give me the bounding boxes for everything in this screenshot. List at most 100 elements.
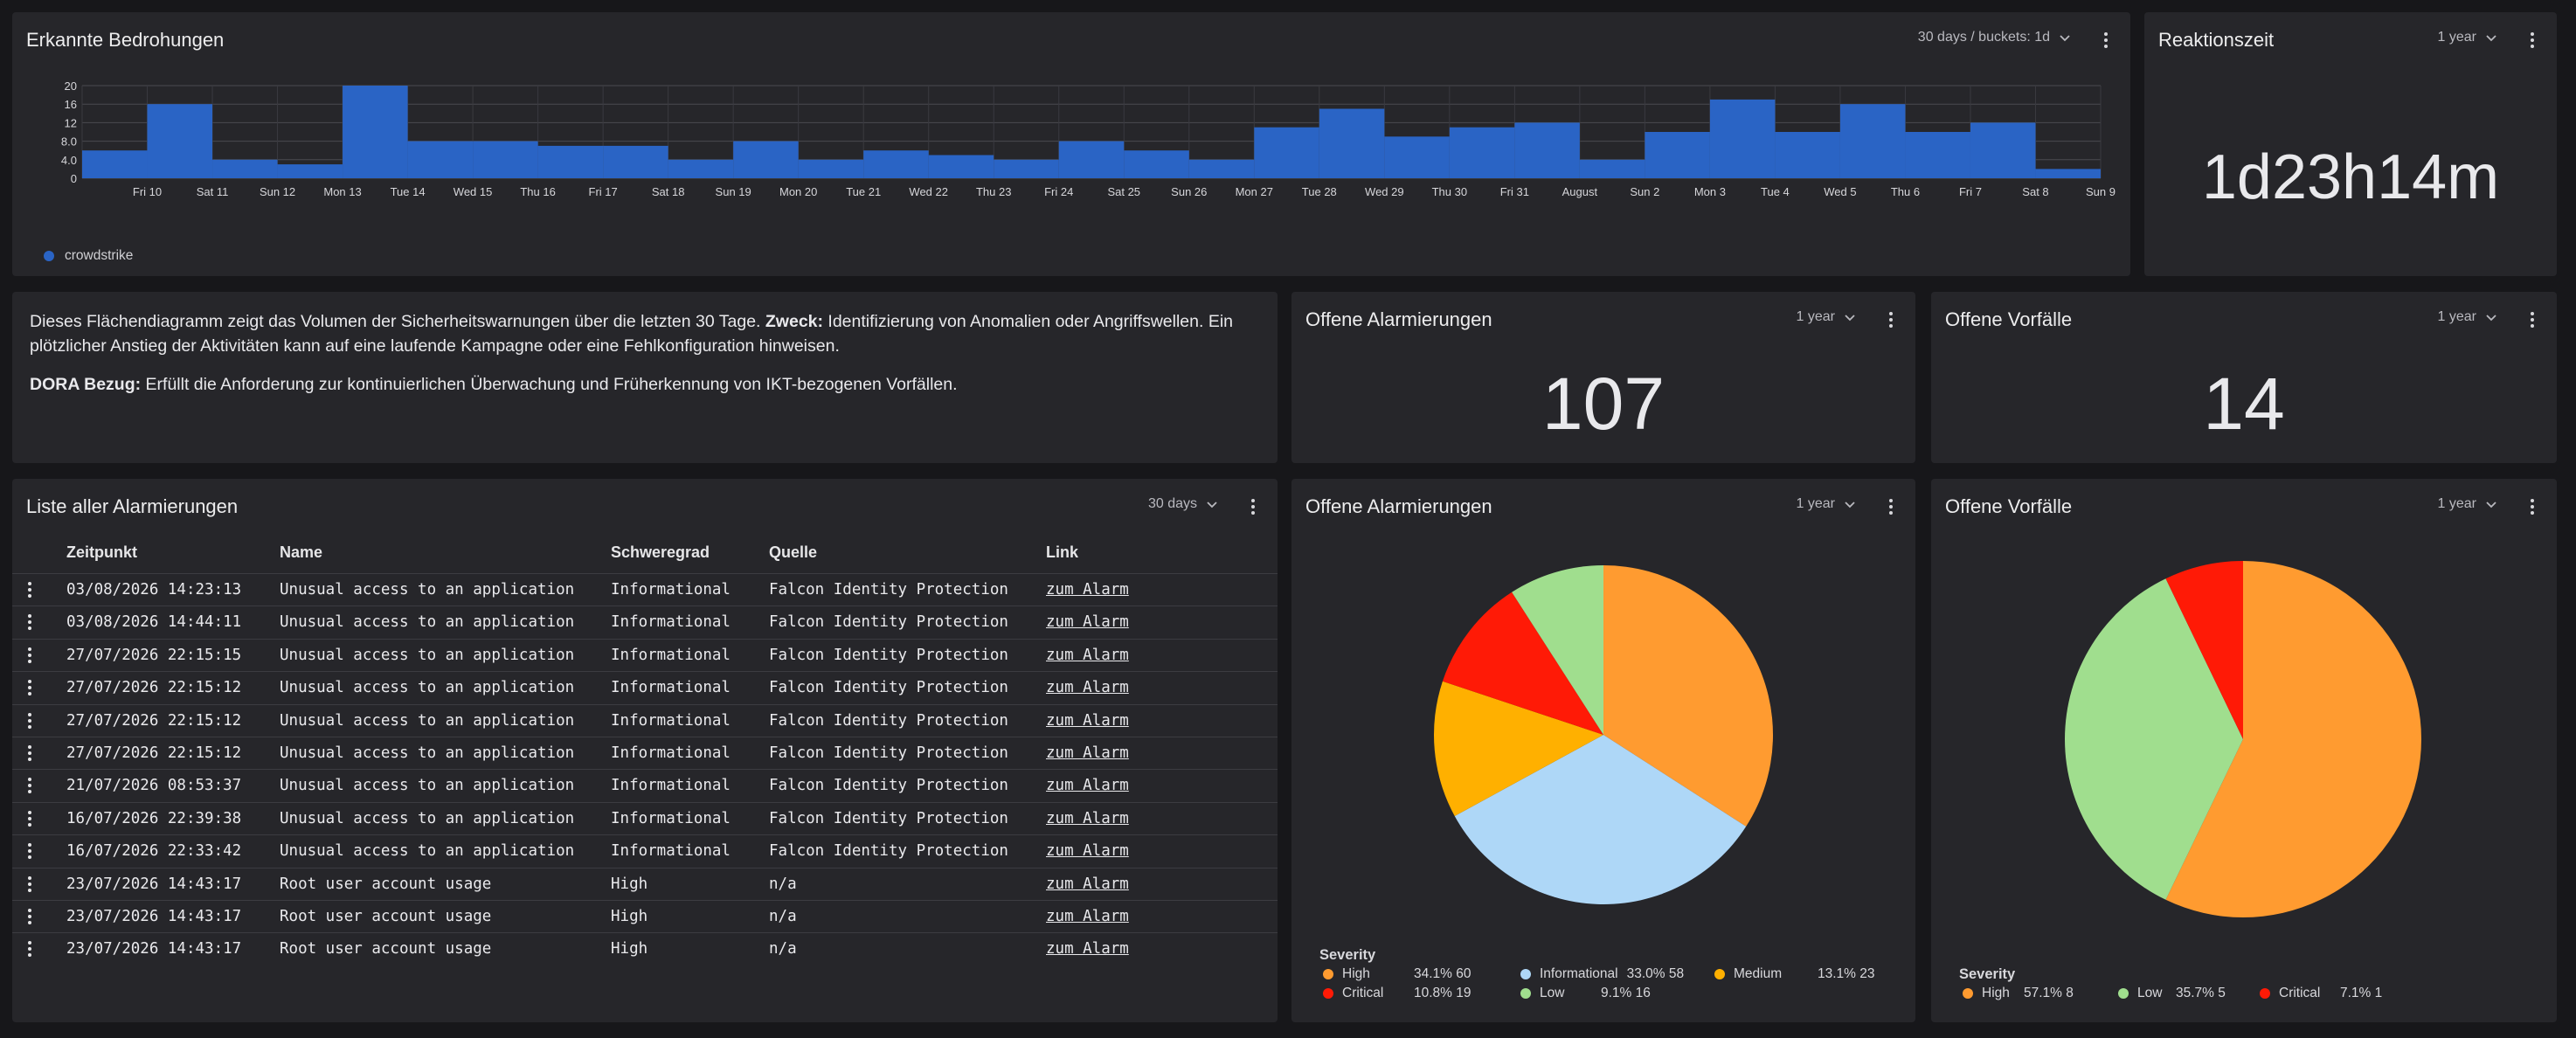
cell-link[interactable]: zum Alarm	[1046, 679, 1129, 697]
open-alerts-count-range-dropdown[interactable]: 1 year	[1797, 309, 1856, 325]
reaction-range-dropdown[interactable]: 1 year	[2438, 30, 2497, 45]
cell-link[interactable]: zum Alarm	[1046, 646, 1129, 664]
cell-link[interactable]: zum Alarm	[1046, 613, 1129, 632]
column-header[interactable]: Zeitpunkt	[66, 543, 137, 561]
open-incidents-count-range-dropdown[interactable]: 1 year	[2438, 309, 2497, 325]
row-menu-icon[interactable]	[24, 613, 35, 631]
open-alerts-count-panel: Offene Alarmierungen 1 year 107	[1291, 292, 1915, 463]
cell-timestamp: 27/07/2026 22:15:12	[66, 711, 242, 730]
bar	[1384, 136, 1450, 178]
x-tick-label: Sat 18	[652, 185, 685, 198]
column-header[interactable]: Quelle	[769, 543, 818, 561]
cell-link[interactable]: zum Alarm	[1046, 711, 1129, 730]
cell-link[interactable]: zum Alarm	[1046, 842, 1129, 861]
threats-menu-button[interactable]	[2095, 28, 2116, 52]
incidents-pie-range-dropdown[interactable]: 1 year	[2438, 496, 2497, 512]
bar	[733, 141, 799, 178]
x-tick-label: Sat 8	[2022, 185, 2048, 198]
cell-link[interactable]: zum Alarm	[1046, 777, 1129, 795]
cell-link[interactable]: zum Alarm	[1046, 940, 1129, 958]
bar	[2035, 169, 2101, 178]
cell-link[interactable]: zum Alarm	[1046, 744, 1129, 762]
bar	[473, 141, 538, 178]
legend-item[interactable]: Critical 7.1% 1	[2260, 986, 2382, 1001]
cell-source: Falcon Identity Protection	[769, 646, 1008, 664]
cell-source: Falcon Identity Protection	[769, 711, 1008, 730]
cell-link[interactable]: zum Alarm	[1046, 809, 1129, 827]
table-row[interactable]: 27/07/2026 22:15:12 Unusual access to an …	[12, 671, 1278, 703]
legend-item[interactable]: Informational 33.0% 58	[1520, 966, 1684, 982]
cell-source: Falcon Identity Protection	[769, 679, 1008, 697]
bar	[1449, 127, 1515, 178]
x-tick-label: Wed 5	[1824, 185, 1856, 198]
row-menu-icon[interactable]	[24, 875, 35, 893]
kebab-icon	[1889, 499, 1893, 515]
row-menu-icon[interactable]	[24, 679, 35, 696]
legend-item[interactable]: High 34.1% 60	[1323, 966, 1472, 982]
table-row[interactable]: 27/07/2026 22:15:12 Unusual access to an …	[12, 737, 1278, 769]
table-row[interactable]: 23/07/2026 14:43:17 Root user account usa…	[12, 867, 1278, 900]
table-row[interactable]: 27/07/2026 22:15:12 Unusual access to an …	[12, 703, 1278, 737]
chevron-down-icon	[2486, 502, 2496, 509]
alarm-list-range-dropdown[interactable]: 30 days	[1148, 496, 1218, 512]
legend-item[interactable]: High 57.1% 8	[1963, 986, 2074, 1001]
legend-item[interactable]: Medium 13.1% 23	[1714, 966, 1875, 982]
cell-timestamp: 21/07/2026 08:53:37	[66, 777, 242, 795]
cell-link[interactable]: zum Alarm	[1046, 875, 1129, 893]
legend-label: Critical	[2279, 986, 2321, 1000]
alerts-pie-menu-button[interactable]	[1880, 495, 1901, 519]
open-alerts-count-title: Offene Alarmierungen	[1305, 308, 1492, 330]
legend-dot-icon	[1963, 988, 1973, 999]
table-row[interactable]: 27/07/2026 22:15:15 Unusual access to an …	[12, 638, 1278, 671]
cell-timestamp: 23/07/2026 14:43:17	[66, 875, 242, 893]
legend-value: 34.1% 60	[1414, 966, 1472, 981]
table-row[interactable]: 16/07/2026 22:33:42 Unusual access to an …	[12, 834, 1278, 867]
table-row[interactable]: 03/08/2026 14:44:11 Unusual access to an …	[12, 606, 1278, 638]
legend-label: Informational	[1540, 966, 1618, 981]
legend-value: 33.0% 58	[1626, 966, 1685, 981]
row-menu-icon[interactable]	[24, 842, 35, 860]
row-menu-icon[interactable]	[24, 810, 35, 827]
pie-slice	[1603, 565, 1773, 827]
column-header[interactable]: Schweregrad	[611, 543, 710, 561]
row-menu-icon[interactable]	[24, 712, 35, 730]
row-menu-icon[interactable]	[24, 908, 35, 925]
table-row[interactable]: 23/07/2026 14:43:17 Root user account usa…	[12, 932, 1278, 965]
legend-dot-icon	[1520, 969, 1531, 979]
legend-item[interactable]: Low 35.7% 5	[2118, 986, 2226, 1001]
cell-source: n/a	[769, 908, 797, 925]
row-menu-icon[interactable]	[24, 777, 35, 794]
row-menu-icon[interactable]	[24, 647, 35, 664]
cell-timestamp: 03/08/2026 14:23:13	[66, 581, 242, 599]
table-row[interactable]: 03/08/2026 14:23:13 Unusual access to an …	[12, 573, 1278, 606]
open-incidents-count-menu-button[interactable]	[2522, 308, 2543, 332]
open-alerts-count-menu-button[interactable]	[1880, 308, 1901, 332]
legend-item[interactable]: Critical 10.8% 19	[1323, 986, 1472, 1001]
incidents-pie-menu-button[interactable]	[2522, 495, 2543, 519]
row-menu-icon[interactable]	[24, 581, 35, 599]
kebab-icon	[2531, 32, 2534, 48]
cell-severity: High	[611, 940, 648, 958]
chevron-down-icon	[1845, 315, 1855, 322]
column-header[interactable]: Name	[280, 543, 323, 561]
column-header[interactable]: Link	[1046, 543, 1079, 561]
bar	[994, 159, 1059, 178]
alerts-pie-range-dropdown[interactable]: 1 year	[1797, 496, 1856, 512]
open-incidents-count-value: 14	[2203, 363, 2285, 445]
cell-name: Unusual access to an application	[280, 744, 575, 762]
reaction-menu-button[interactable]	[2522, 28, 2543, 52]
table-row[interactable]: 21/07/2026 08:53:37 Unusual access to an …	[12, 769, 1278, 801]
row-menu-icon[interactable]	[24, 744, 35, 762]
cell-name: Root user account usage	[280, 908, 492, 925]
legend-dot-icon	[2118, 988, 2129, 999]
cell-link[interactable]: zum Alarm	[1046, 581, 1129, 599]
cell-severity: Informational	[611, 711, 731, 730]
alarm-list-menu-button[interactable]	[1243, 495, 1264, 519]
threats-range-dropdown[interactable]: 30 days / buckets: 1d	[1918, 30, 2071, 45]
table-row[interactable]: 23/07/2026 14:43:17 Root user account usa…	[12, 900, 1278, 932]
table-row[interactable]: 16/07/2026 22:39:38 Unusual access to an …	[12, 801, 1278, 834]
kebab-icon	[1251, 499, 1255, 515]
cell-link[interactable]: zum Alarm	[1046, 908, 1129, 925]
row-menu-icon[interactable]	[24, 940, 35, 958]
legend-item[interactable]: Low 9.1% 16	[1520, 986, 1651, 1001]
